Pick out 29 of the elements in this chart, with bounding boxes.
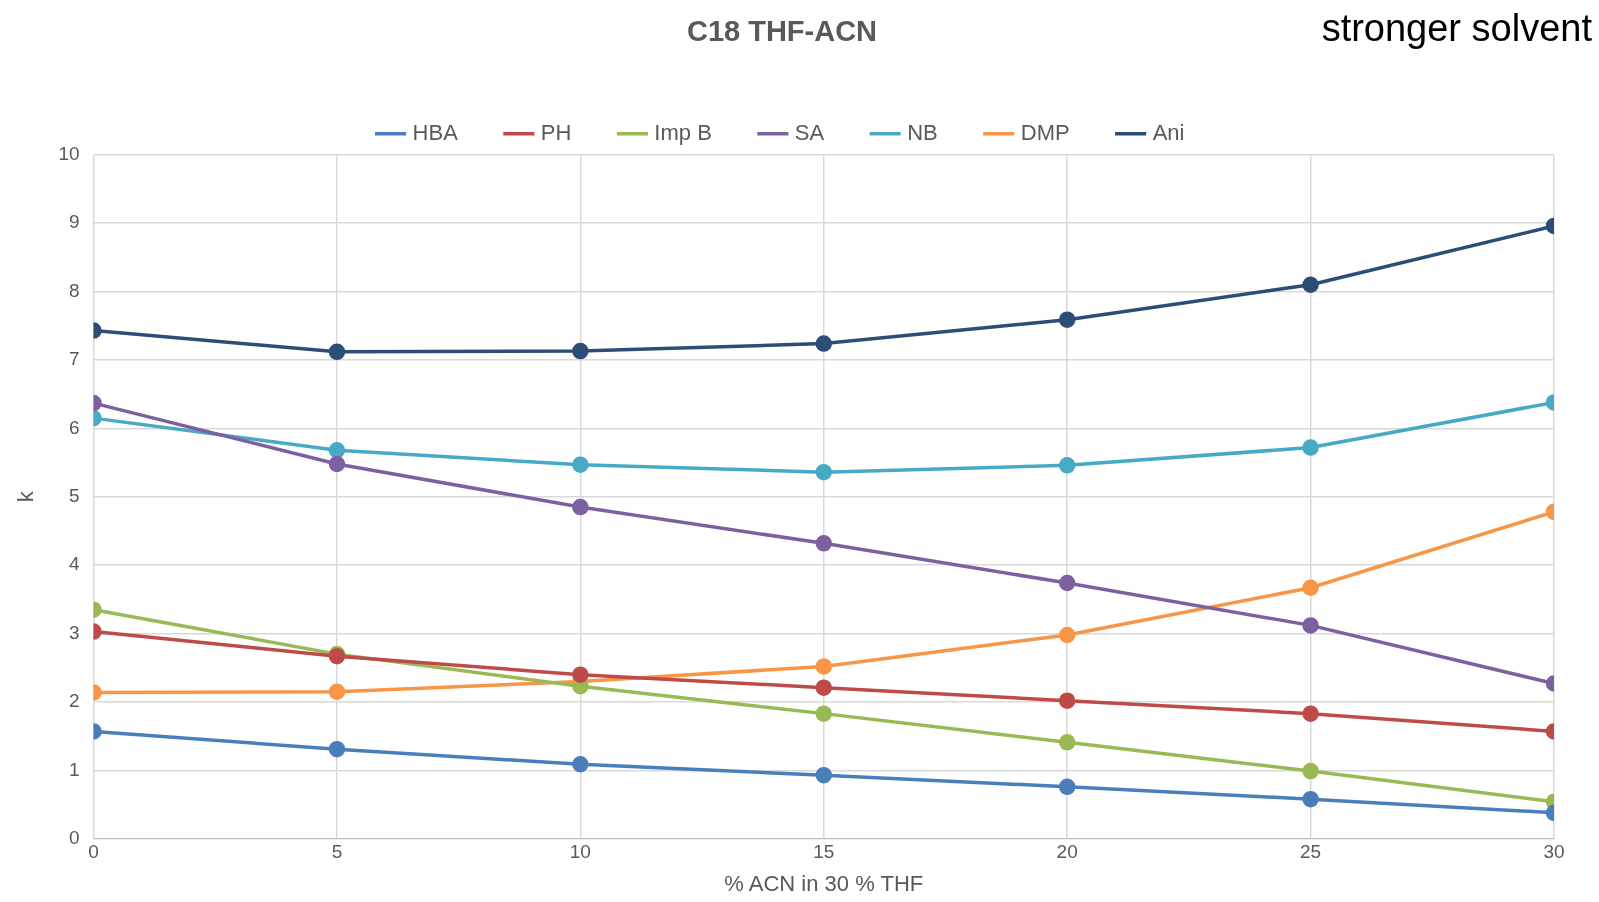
x-tick-label: 25 bbox=[1300, 841, 1322, 863]
y-tick-label: 6 bbox=[68, 416, 80, 438]
y-axis-title: k bbox=[13, 490, 39, 503]
text: stronger solvent bbox=[1321, 7, 1593, 50]
x-tick-label: 5 bbox=[331, 841, 343, 863]
y-tick-label: 3 bbox=[68, 621, 80, 643]
x-tick-label: 10 bbox=[569, 841, 591, 863]
x-tick-label: 20 bbox=[1056, 841, 1078, 863]
x-tick-label: 0 bbox=[88, 841, 99, 863]
legend-label: HBA bbox=[412, 119, 459, 145]
y-tick-label: 5 bbox=[68, 485, 80, 507]
y-tick-label: 4 bbox=[68, 553, 80, 575]
y-tick-label: 0 bbox=[68, 827, 80, 849]
y-tick-label: 1 bbox=[68, 758, 80, 780]
legend-label: DMP bbox=[1020, 119, 1070, 145]
y-tick-label: 7 bbox=[68, 348, 80, 370]
legend-label: NB bbox=[907, 119, 938, 145]
x-tick-label: 15 bbox=[813, 841, 835, 863]
x-axis-title: % ACN in 30 % THF bbox=[724, 870, 924, 896]
y-tick-label: 10 bbox=[58, 143, 80, 165]
legend-label: Ani bbox=[1152, 119, 1185, 145]
chart-title: C18 THF-ACN bbox=[686, 15, 878, 48]
legend-label: SA bbox=[794, 119, 825, 145]
x-tick-label: 30 bbox=[1543, 841, 1565, 863]
legend-label: PH bbox=[540, 119, 572, 145]
y-tick-label: 9 bbox=[68, 211, 80, 233]
y-tick-label: 8 bbox=[68, 279, 80, 301]
legend-label: Imp B bbox=[654, 119, 712, 145]
y-tick-label: 2 bbox=[68, 690, 80, 712]
